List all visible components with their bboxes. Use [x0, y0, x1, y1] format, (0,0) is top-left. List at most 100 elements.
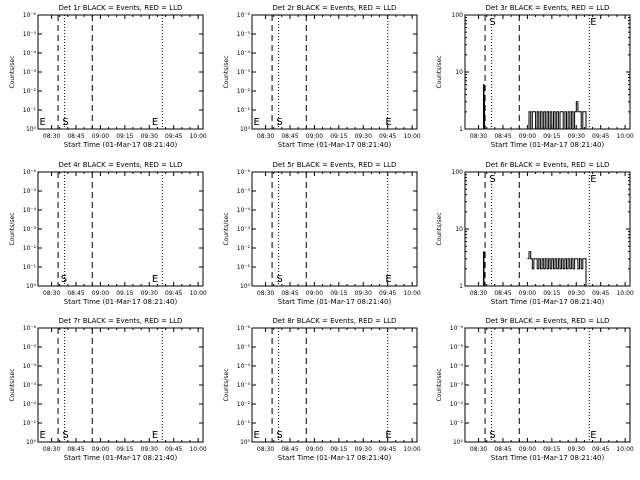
- x-tick-label: 08:45: [67, 133, 84, 140]
- chart-title: Det 1r BLACK = Events, RED = LLD: [59, 4, 183, 12]
- y-tick-label: 10⁻⁴: [23, 207, 37, 214]
- x-tick-label: 09:30: [568, 133, 585, 140]
- events-series: [483, 84, 485, 129]
- y-tick-label: 10⁻³: [237, 226, 251, 233]
- x-tick-label: 09:45: [592, 133, 609, 140]
- y-tick-label: 10⁻¹: [237, 107, 251, 114]
- x-tick-label: 08:45: [494, 133, 511, 140]
- x-tick-label: 09:15: [543, 446, 560, 453]
- x-tick-label: 08:45: [67, 290, 84, 297]
- y-tick-label: 10⁻⁶: [237, 169, 251, 176]
- chart-panel: Det 4r BLACK = Events, RED = LLD Counts/s…: [9, 161, 207, 306]
- chart-title: Det 5r BLACK = Events, RED = LLD: [273, 161, 397, 169]
- x-tick-label: 10:00: [403, 133, 420, 140]
- plot-frame: [251, 14, 418, 130]
- y-tick-label: 10⁻¹: [23, 264, 37, 271]
- chart-panel: Det 9r BLACK = Events, RED = LLD Counts/s…: [436, 317, 634, 462]
- x-tick-label: 09:30: [568, 446, 585, 453]
- x-tick-label: 09:45: [165, 290, 182, 297]
- x-tick-label: 10:00: [616, 133, 633, 140]
- y-tick-label: 10⁻⁴: [23, 50, 37, 57]
- y-axis-label: Counts/sec: [436, 212, 443, 245]
- y-tick-label: 10⁻⁵: [237, 344, 251, 351]
- x-axis-label: Start Time (01-Mar-17 08:21:40): [278, 454, 392, 462]
- y-axis-label: Counts/sec: [223, 55, 230, 88]
- x-tick-label: 09:30: [355, 446, 372, 453]
- y-tick-label: 10⁻²: [237, 88, 251, 95]
- y-axis-label: Counts/sec: [223, 368, 230, 401]
- y-tick-label: 10⁻²: [23, 401, 37, 408]
- plot-frame: [37, 327, 204, 443]
- x-tick-label: 09:30: [141, 133, 158, 140]
- y-tick-label: 10⁻⁵: [23, 344, 37, 351]
- x-tick-label: 09:15: [543, 290, 560, 297]
- y-axis-label: Counts/sec: [9, 368, 16, 401]
- x-tick-label: 09:00: [92, 446, 109, 453]
- x-tick-label: 09:30: [355, 290, 372, 297]
- x-tick-label: 09:00: [519, 446, 536, 453]
- x-tick-label: 08:30: [43, 290, 60, 297]
- chart-title: Det 6r BLACK = Events, RED = LLD: [486, 161, 610, 169]
- plot-frame: [251, 327, 418, 443]
- chart-panel: Det 2r BLACK = Events, RED = LLD Counts/s…: [223, 4, 421, 149]
- y-tick-label: 10⁻¹: [23, 107, 37, 114]
- marker-e: E: [152, 430, 158, 441]
- marker-e: E: [385, 274, 391, 285]
- x-tick-label: 09:00: [519, 133, 536, 140]
- marker-e: E: [590, 174, 596, 185]
- x-axis-label: Start Time (01-Mar-17 08:21:40): [64, 454, 178, 462]
- y-tick-label: 10⁻⁴: [237, 207, 251, 214]
- x-tick-label: 08:45: [494, 446, 511, 453]
- x-tick-label: 09:15: [543, 133, 560, 140]
- marker-s: S: [489, 174, 495, 185]
- plot-frame: [37, 14, 204, 130]
- marker-e: E: [152, 117, 158, 128]
- marker-e: E: [152, 274, 158, 285]
- y-tick-label: 10: [455, 226, 463, 233]
- x-tick-label: 09:00: [306, 290, 323, 297]
- y-tick-label: 10⁻²: [237, 401, 251, 408]
- y-tick-label: 10⁻⁵: [23, 188, 37, 195]
- y-tick-label: 10⁰: [26, 126, 37, 133]
- marker-s: S: [62, 430, 68, 441]
- x-tick-label: 09:15: [116, 290, 133, 297]
- y-tick-label: 10⁻³: [450, 382, 464, 389]
- y-tick-label: 10⁻⁴: [237, 363, 251, 370]
- x-tick-label: 10:00: [403, 290, 420, 297]
- y-tick-label: 10⁰: [240, 126, 251, 133]
- x-tick-label: 08:45: [281, 446, 298, 453]
- marker-s: S: [489, 17, 495, 28]
- y-tick-label: 10⁻⁵: [450, 344, 464, 351]
- events-series: [527, 251, 587, 286]
- x-tick-label: 09:00: [519, 290, 536, 297]
- x-tick-label: 08:45: [281, 133, 298, 140]
- chart-title: Det 3r BLACK = Events, RED = LLD: [486, 4, 610, 12]
- x-tick-label: 10:00: [189, 446, 206, 453]
- y-tick-label: 10⁰: [453, 439, 464, 446]
- y-tick-label: 1: [459, 126, 463, 133]
- x-tick-label: 10:00: [189, 133, 206, 140]
- y-axis-label: Counts/sec: [436, 55, 443, 88]
- y-axis-label: Counts/sec: [223, 212, 230, 245]
- chart-panel: Det 6r BLACK = Events, RED = LLD Counts/s…: [436, 161, 634, 306]
- y-tick-label: 10⁻⁵: [23, 31, 37, 38]
- x-tick-label: 08:30: [257, 133, 274, 140]
- y-tick-label: 10⁻³: [23, 382, 37, 389]
- x-tick-label: 09:00: [306, 133, 323, 140]
- x-tick-label: 09:30: [141, 290, 158, 297]
- y-tick-label: 10⁻⁶: [23, 169, 37, 176]
- x-axis-label: Start Time (01-Mar-17 08:21:40): [491, 298, 605, 306]
- marker-s: S: [62, 117, 68, 128]
- y-tick-label: 10⁻¹: [450, 420, 464, 427]
- chart-title: Det 2r BLACK = Events, RED = LLD: [273, 4, 397, 12]
- y-tick-label: 100: [452, 12, 464, 19]
- x-axis-label: Start Time (01-Mar-17 08:21:40): [64, 298, 178, 306]
- x-tick-label: 10:00: [189, 290, 206, 297]
- y-tick-label: 10⁻⁶: [237, 325, 251, 332]
- chart-title: Det 8r BLACK = Events, RED = LLD: [273, 317, 397, 325]
- y-tick-label: 10⁻¹: [23, 420, 37, 427]
- y-tick-label: 10: [455, 69, 463, 76]
- y-tick-label: 10⁻⁵: [237, 31, 251, 38]
- y-tick-label: 1: [459, 283, 463, 290]
